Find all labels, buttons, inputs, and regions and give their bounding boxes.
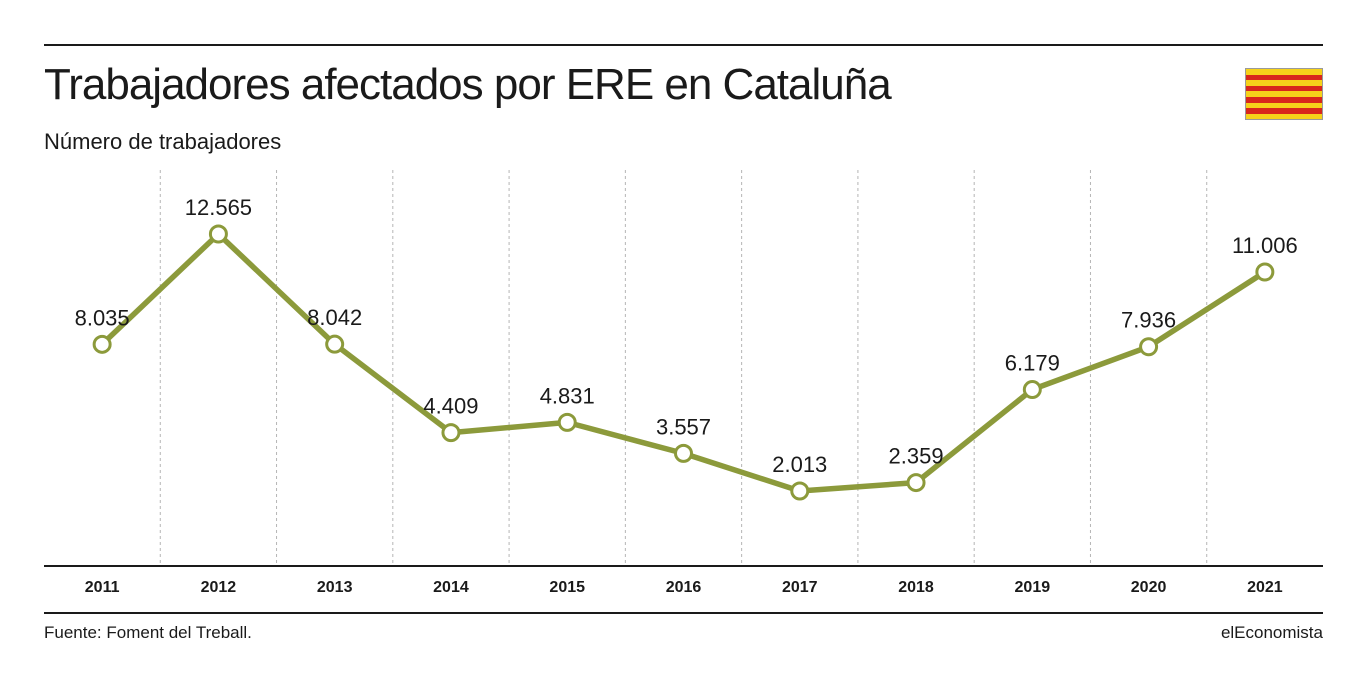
chart-title: Trabajadores afectados por ERE en Catalu… bbox=[44, 60, 892, 109]
chart-subtitle: Número de trabajadores bbox=[44, 129, 282, 154]
grid-lines bbox=[159, 170, 1208, 566]
top-rule bbox=[44, 44, 1323, 46]
x-tick-label: 2020 bbox=[1131, 579, 1167, 596]
x-tick-label: 2016 bbox=[666, 579, 702, 596]
x-tick-label: 2018 bbox=[898, 579, 934, 596]
data-label: 2.013 bbox=[772, 452, 827, 477]
data-point bbox=[906, 473, 926, 493]
data-point bbox=[325, 334, 345, 354]
brand-logo-text: elEconomista bbox=[1220, 623, 1323, 642]
data-point bbox=[92, 334, 112, 354]
source-note: Fuente: Foment del Treball. bbox=[44, 623, 252, 642]
x-tick-label: 2012 bbox=[201, 579, 237, 596]
x-tick-label: 2013 bbox=[317, 579, 353, 596]
data-label: 4.409 bbox=[423, 394, 478, 419]
x-tick-label: 2021 bbox=[1247, 579, 1283, 596]
data-point bbox=[674, 443, 693, 463]
data-point bbox=[1022, 380, 1042, 400]
x-tick-label: 2017 bbox=[782, 579, 818, 596]
data-point bbox=[790, 481, 810, 501]
data-label: 8.035 bbox=[75, 305, 130, 330]
data-label: 12.565 bbox=[185, 195, 252, 220]
x-tick-labels-group: 2011 2012 2013 2014 2015 2016 2017 2018 2019 2020… bbox=[85, 579, 1283, 596]
data-point bbox=[1255, 262, 1275, 282]
footer-rule bbox=[44, 612, 1323, 614]
data-label: 6.179 bbox=[1005, 351, 1060, 376]
data-label: 4.831 bbox=[540, 383, 595, 408]
data-label: 7.936 bbox=[1121, 308, 1176, 333]
data-point bbox=[441, 423, 461, 443]
data-label: 8.042 bbox=[307, 305, 362, 330]
data-labels-group: 8.035 12.565 8.042 4.409 4.831 3.557 2.013 2.35… bbox=[75, 195, 1298, 477]
data-label: 11.006 bbox=[1232, 233, 1298, 258]
data-point bbox=[557, 412, 577, 432]
data-point bbox=[1139, 337, 1159, 357]
x-tick-label: 2014 bbox=[433, 579, 469, 596]
x-tick-label: 2011 bbox=[85, 579, 120, 596]
data-label: 3.557 bbox=[656, 414, 711, 439]
x-tick-label: 2015 bbox=[549, 579, 585, 596]
catalan-flag-icon bbox=[1245, 68, 1323, 120]
markers-group bbox=[92, 224, 1275, 501]
x-tick-label: 2019 bbox=[1015, 579, 1051, 596]
data-point bbox=[208, 224, 228, 244]
data-label: 2.359 bbox=[889, 444, 944, 469]
